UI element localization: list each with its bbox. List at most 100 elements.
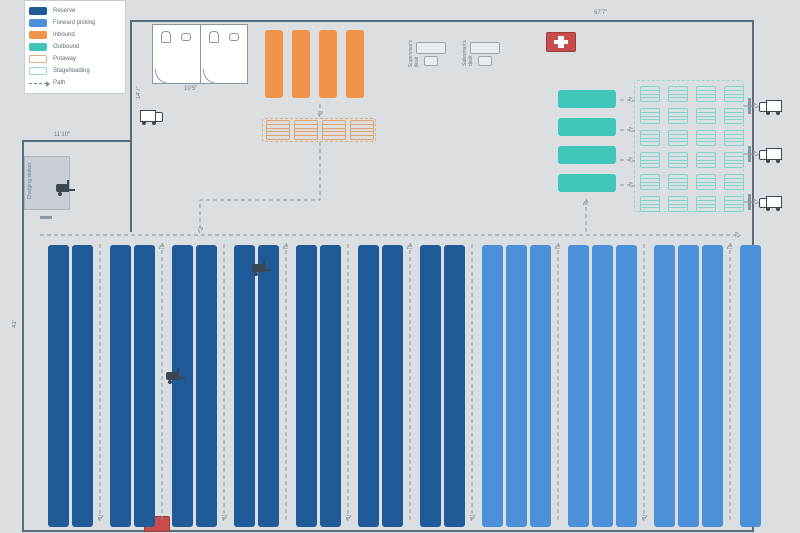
swatch-forward — [29, 19, 47, 27]
building-outline-join2 — [130, 20, 132, 140]
inbound-pallet — [266, 120, 290, 140]
reserve-rack — [258, 245, 279, 527]
restroom-divider — [200, 25, 201, 83]
forward-rack — [654, 245, 675, 527]
toilet-icon — [161, 31, 171, 43]
truck-icon — [760, 100, 782, 113]
inbound-pallet — [322, 120, 346, 140]
outbound-pallet — [640, 174, 660, 190]
desk-top — [416, 42, 446, 54]
truck-icon — [760, 148, 782, 161]
warehouse-floorplan: { "canvas":{"w":800,"h":533,"bg":"#dcdfe… — [0, 0, 800, 533]
outbound-rack — [558, 118, 616, 136]
outbound-pallet — [696, 174, 716, 190]
reserve-rack — [320, 245, 341, 527]
dock-door — [748, 146, 751, 162]
outbound-pallet — [668, 86, 688, 102]
legend-label: Inbound — [53, 32, 75, 38]
forward-rack — [568, 245, 589, 527]
reserve-rack — [296, 245, 317, 527]
legend-label: Reserve — [53, 8, 75, 14]
forward-rack — [506, 245, 527, 527]
swatch-outbound — [29, 43, 47, 51]
dim-left-upper: 11'10" — [54, 132, 70, 138]
sink-icon — [181, 33, 191, 41]
legend-label: Putaway — [53, 56, 76, 62]
swatch-putaway — [29, 55, 47, 63]
restroom-block — [152, 24, 248, 84]
forward-rack — [530, 245, 551, 527]
outbound-rack — [558, 146, 616, 164]
reserve-rack — [110, 245, 131, 527]
outbound-pallet — [696, 86, 716, 102]
outbound-pallet — [724, 86, 744, 102]
first-aid-icon — [546, 32, 576, 52]
outbound-pallet — [668, 196, 688, 212]
reserve-rack — [196, 245, 217, 527]
forward-rack — [616, 245, 637, 527]
forward-rack — [702, 245, 723, 527]
dock-door — [748, 98, 751, 114]
outbound-pallet — [696, 196, 716, 212]
outbound-pallet — [696, 152, 716, 168]
outbound-pallet — [668, 152, 688, 168]
forward-rack — [740, 245, 761, 527]
swatch-reserve — [29, 7, 47, 15]
door-arc — [203, 69, 218, 84]
charging-label: Charging station — [27, 163, 33, 199]
legend-row-reserve: Reserve — [29, 5, 121, 17]
reserve-rack — [420, 245, 441, 527]
dim-top-right: 67'7" — [594, 10, 607, 16]
outbound-pallet — [640, 130, 660, 146]
outbound-rack — [558, 174, 616, 192]
desk-seat — [478, 56, 492, 66]
inbound-rack — [292, 30, 310, 98]
toilet-icon — [209, 31, 219, 43]
truck-icon — [140, 110, 162, 123]
desk-label: Salesman's desk — [462, 40, 474, 66]
swatch-stage — [29, 67, 47, 75]
outbound-pallet — [724, 152, 744, 168]
reserve-rack — [172, 245, 193, 527]
reserve-rack — [234, 245, 255, 527]
forklift-icon — [56, 180, 74, 194]
reserve-rack — [382, 245, 403, 527]
door-arc — [155, 69, 170, 84]
outbound-pallet — [640, 108, 660, 124]
cross-h — [554, 40, 568, 44]
reserve-rack — [358, 245, 379, 527]
outbound-pallet — [696, 130, 716, 146]
forward-rack — [482, 245, 503, 527]
reserve-rack — [72, 245, 93, 527]
outbound-pallet — [668, 108, 688, 124]
supervisor-desk: Supervisor's desk — [416, 42, 446, 66]
outbound-pallet — [640, 152, 660, 168]
dim-left-restroom: 14'7" — [136, 86, 142, 99]
swatch-path — [29, 83, 47, 84]
outbound-pallet — [668, 174, 688, 190]
legend-row-outbound: Outbound — [29, 41, 121, 53]
outbound-pallet — [640, 86, 660, 102]
inbound-pallet — [350, 120, 374, 140]
outbound-pallet — [640, 196, 660, 212]
reserve-rack — [134, 245, 155, 527]
legend-row-putaway: Putaway — [29, 53, 121, 65]
dim-restroom-h: 10'5" — [184, 86, 197, 92]
dim-left-mid: 41' — [12, 320, 18, 328]
building-outline-join — [22, 140, 130, 142]
outbound-pallet — [668, 130, 688, 146]
outbound-pallet — [724, 108, 744, 124]
desk-label: Supervisor's desk — [408, 40, 420, 67]
desk-seat — [424, 56, 438, 66]
forward-rack — [678, 245, 699, 527]
legend-label: Stage/loading — [53, 68, 90, 74]
inbound-rack — [265, 30, 283, 98]
reserve-rack — [48, 245, 69, 527]
dock-door — [748, 194, 751, 210]
inbound-rack — [346, 30, 364, 98]
legend-label: Forward picking — [53, 20, 95, 26]
forklift-icon — [252, 260, 270, 274]
outbound-pallet — [696, 108, 716, 124]
forward-rack — [592, 245, 613, 527]
outbound-rack — [558, 90, 616, 108]
